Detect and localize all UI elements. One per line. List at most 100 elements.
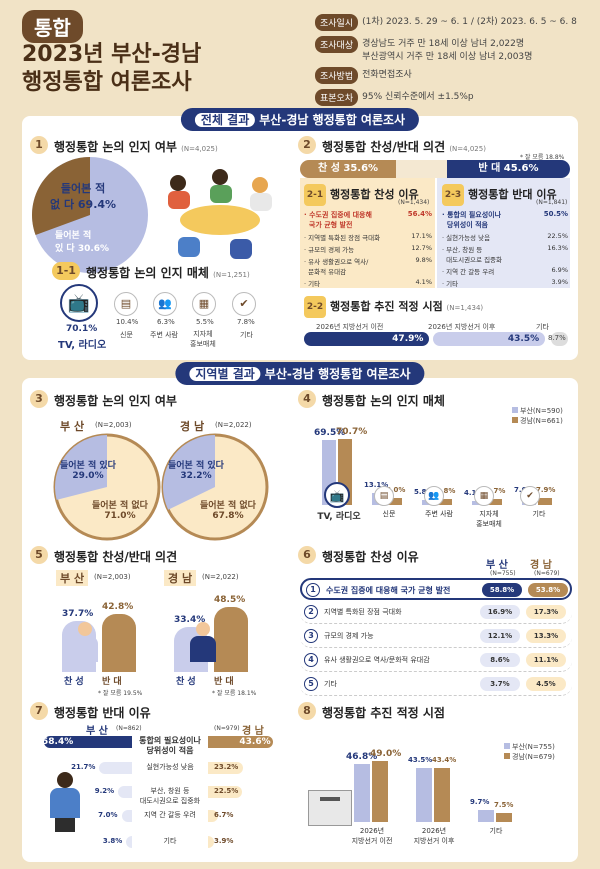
- q11-number: 1-1: [52, 262, 80, 280]
- regional-banner: 지역별 결과 부산-경남 행정통합 여론조사: [175, 362, 425, 385]
- q21-title: 행정통합 찬성 이유: [330, 188, 419, 201]
- q6-row-label: 유사 생활권으로 역사/문화적 유대감: [324, 656, 430, 664]
- info-text-error: 95% 신뢰수준에서 ±1.5%p: [362, 92, 474, 102]
- q6-row-number: 3: [304, 629, 318, 643]
- q8-category-2: 기타: [489, 827, 503, 835]
- q3-gn-n: (N=2,022): [215, 421, 252, 429]
- info-label-method: 조사방법: [315, 67, 359, 84]
- q6-row: 5 기타 3.7% 4.5%: [300, 674, 572, 696]
- q5-gn-name: 경 남: [164, 570, 197, 586]
- q6-row-busan: 3.7%: [480, 677, 520, 691]
- q3-title: 행정통합 논의 인지 여부: [54, 394, 177, 408]
- q4-category-3: 지자체 홍보매체: [476, 510, 502, 528]
- q2-title: 행정통합 찬성/반대 의견 (N=4,025): [322, 140, 486, 154]
- q7-busan: 부 산: [86, 726, 108, 737]
- q6-title: 행정통합 찬성 이유: [322, 550, 419, 564]
- q8-value-gn-1: 43.4%: [432, 755, 457, 764]
- q4-newspaper-icon: ▤: [374, 486, 394, 506]
- q23-n: (N=1,841): [536, 199, 568, 206]
- q7-number: 7: [30, 702, 48, 720]
- q3-number: 3: [30, 390, 48, 408]
- q7-bar-busan: [44, 736, 132, 748]
- q7-row-label: 기타: [132, 836, 208, 846]
- q11-people-value: 6.3%: [157, 318, 175, 326]
- overall-banner-tag: 전체 결과: [194, 113, 256, 127]
- q5-value-oppose-busan: 42.8%: [102, 602, 134, 613]
- q4-value-gn-1: 8.0%: [386, 485, 406, 494]
- q8-value-busan-2: 9.7%: [470, 797, 490, 806]
- q7-bar-gn: [208, 810, 219, 822]
- q6-row-busan: 12.1%: [480, 629, 520, 643]
- q7-row-label: 지역 간 갈등 우려: [132, 810, 208, 820]
- q4-legend-gn: 경남(N=661): [512, 416, 563, 426]
- q6-row-number: 5: [304, 677, 318, 691]
- q8-value-gn-2: 7.5%: [494, 800, 514, 809]
- q6-row-busan: 8.6%: [480, 653, 520, 667]
- q22-bar-before: 47.9%: [304, 332, 430, 346]
- q21-n: (N=1,434): [398, 199, 430, 206]
- q11-news-value: 10.4%: [116, 318, 139, 326]
- q7-bar-gn: [208, 836, 214, 848]
- q6-gn: 경 남: [530, 560, 552, 571]
- q22-title: 행정통합 추진 적정 시점 (N=1,434): [330, 300, 484, 313]
- q4-value-gn-0: 70.7%: [336, 427, 368, 437]
- q3-gn-pie: [161, 433, 269, 541]
- q4-category-1: 신문: [382, 510, 396, 518]
- q6-row-label: 기타: [324, 680, 337, 688]
- info-text-target-2: 부산광역시 거주 만 18세 이상 남녀 2,003명: [362, 52, 533, 62]
- regional-banner-text: 부산-경남 행정통합 여론조사: [264, 367, 411, 381]
- q6-row-gn: 53.8%: [528, 583, 568, 597]
- q22-bar: 2026년 지방선거 이전 2026년 지방선거 이후 기타 47.9% 43.…: [304, 322, 570, 350]
- q6-row: 4 유사 생활권으로 역사/문화적 유대감 8.6% 11.1%: [300, 650, 572, 672]
- q11-gov-label: 지자체 홍보매체: [190, 330, 216, 348]
- q7-bar-busan: [99, 762, 132, 774]
- q8-chart: 46.8% 49.0% 2026년 지방선거 이전 43.5% 43.4% 2026년 지…: [340, 730, 540, 845]
- q11-tv-value: 70.1%: [66, 324, 98, 334]
- q8-title: 행정통합 추진 적정 시점: [322, 706, 445, 720]
- q11-tv-label: TV, 라디오: [58, 340, 107, 351]
- q11-etc-label: 기타: [240, 331, 253, 339]
- q1-no-label: 들어본 적 없 다 69.4%: [50, 182, 117, 211]
- q2-oppose: 반 대 45.6%: [446, 160, 570, 178]
- q6-busan-n: (N=755): [490, 570, 516, 577]
- q3-busan-yes: 들어본 적 있다 29.0%: [60, 461, 116, 481]
- people-icon: 👥: [153, 292, 177, 316]
- q1-yes-label: 들어본 적 있 다 30.6%: [55, 231, 110, 254]
- q22-label-before: 2026년 지방선거 이전: [316, 323, 384, 331]
- q11-gov-value: 5.5%: [196, 318, 214, 326]
- q5-value-favor-busan: 37.7%: [62, 609, 94, 620]
- q6-row-label: 수도권 집중에 대응해 국가 균형 발전: [326, 586, 451, 595]
- check-icon: ✔: [232, 292, 256, 316]
- q4-bar-gn-1: [388, 497, 402, 505]
- tv-icon: 📺: [60, 284, 98, 322]
- q3-busan-pie: [53, 433, 161, 541]
- q7-title: 행정통합 반대 이유: [54, 706, 151, 720]
- q8-bar-busan-2: [478, 809, 494, 822]
- header-badge: 통합: [22, 10, 83, 43]
- q7-bar-gn: [208, 786, 242, 798]
- q1-pie: [31, 157, 148, 273]
- q4-value-busan-3: 4.1%: [464, 489, 483, 497]
- q8-value-gn-0: 49.0%: [370, 748, 402, 759]
- q6-row: 1 수도권 집중에 대응해 국가 균형 발전 58.8% 53.8%: [300, 578, 572, 600]
- q5-value-oppose-gyeongnam: 48.5%: [214, 594, 246, 605]
- q7-value-gn: 3.9%: [214, 837, 234, 845]
- q7-row-label: 부산, 창원 등 대도시권으로 집중화: [132, 786, 208, 806]
- q7-bar-busan: [126, 836, 132, 848]
- thinking-man-figure: [50, 772, 80, 832]
- q22-label-after: 2026년 지방선거 이후: [428, 323, 496, 331]
- q6-row-gn: 17.3%: [526, 605, 566, 619]
- q1-title: 행정통합 논의 인지 여부 (N=4,025): [54, 140, 218, 154]
- q2-favor: 찬 성 35.6%: [300, 160, 397, 178]
- q5-gn-note: * 잘 모름 18.1%: [212, 690, 257, 697]
- q6-row-number: 2: [304, 605, 318, 619]
- q22-value-etc: 8.7%: [548, 334, 566, 342]
- q7-value-busan: 9.2%: [94, 787, 115, 795]
- q4-value-gn-4: 7.9%: [536, 485, 556, 494]
- q5-gn-n: (N=2,022): [202, 573, 239, 581]
- q7-value-gn: 43.6%: [239, 737, 271, 747]
- info-label-target: 조사대상: [315, 36, 359, 53]
- q4-bar-gn-2: [438, 498, 452, 505]
- info-label-date: 조사일시: [315, 14, 359, 31]
- q4-value-busan-1: 13.1%: [364, 480, 389, 489]
